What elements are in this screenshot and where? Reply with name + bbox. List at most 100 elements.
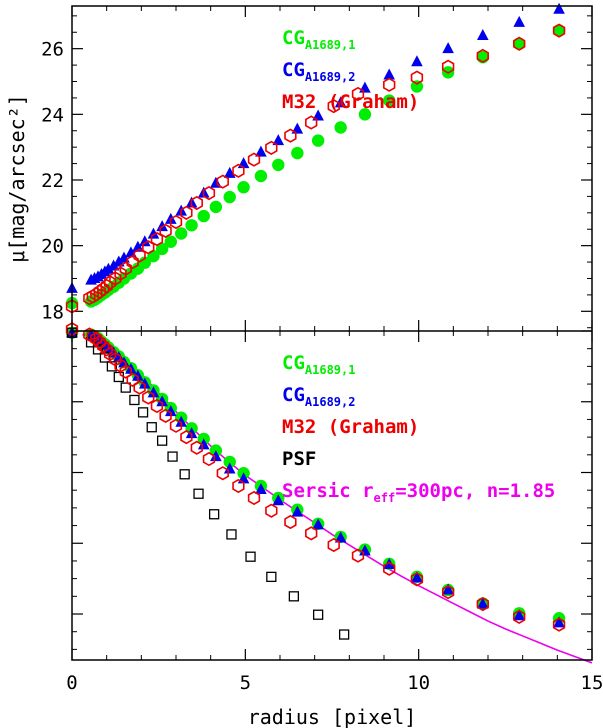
x-tick-label: 15 (581, 672, 603, 694)
legend-label: Sersic r (282, 480, 374, 502)
data-point (147, 386, 160, 398)
data-point (476, 596, 489, 612)
data-point (477, 597, 489, 609)
data-point (86, 289, 99, 304)
data-point (103, 275, 117, 290)
data-point (109, 271, 122, 286)
data-point (255, 145, 267, 157)
data-point (305, 526, 318, 541)
data-point (175, 227, 188, 240)
data-point (255, 482, 267, 494)
data-point (159, 223, 172, 238)
data-point (513, 36, 526, 51)
data-point (169, 418, 183, 433)
data-point (441, 584, 455, 600)
data-point (312, 109, 324, 121)
legend-entry: CGA1689,1 (282, 27, 355, 52)
data-point (383, 94, 396, 107)
y-tick-label: 20 (41, 236, 64, 258)
panel-bottom-series (65, 322, 593, 664)
legend-entry: PSF (282, 448, 316, 470)
data-point (156, 395, 168, 407)
data-point (97, 338, 110, 353)
legend-label: CG (282, 384, 305, 406)
legend-entry: CGA1689,1 (282, 352, 355, 377)
data-point (223, 190, 236, 204)
data-point (156, 435, 168, 446)
data-point (139, 377, 151, 389)
data-point (190, 440, 203, 455)
data-point (106, 361, 118, 372)
data-point (311, 134, 325, 147)
data-point (232, 163, 245, 178)
x-tick-label: 5 (240, 672, 251, 694)
data-point (147, 227, 160, 239)
panel-top-ticks: 18 20 22 24 26 (41, 6, 593, 331)
data-point (284, 128, 297, 143)
legend-label: CG (282, 352, 305, 374)
data-point (167, 451, 178, 462)
data-point (237, 157, 250, 169)
data-point (137, 407, 149, 418)
data-point (185, 219, 198, 232)
data-point (441, 59, 455, 74)
data-point (383, 557, 395, 569)
data-point (146, 422, 157, 433)
legend-label: M32 (Graham) (282, 91, 419, 113)
data-point (327, 99, 340, 114)
data-point (185, 427, 198, 439)
data-point (90, 287, 103, 302)
data-point (107, 259, 120, 271)
data-point (132, 240, 144, 252)
data-point (272, 158, 285, 172)
data-point (338, 629, 350, 640)
legend-label: M32 (Graham) (282, 416, 419, 438)
data-point (159, 408, 172, 424)
legend-subscript: A1689,2 (305, 70, 356, 84)
data-point (208, 509, 220, 520)
data-point (513, 37, 526, 50)
data-point (180, 205, 193, 220)
data-point (223, 166, 236, 178)
data-point (312, 609, 324, 620)
data-point (90, 331, 103, 346)
legend-entry: M32 (Graham) (282, 416, 419, 438)
panel-top-series (65, 2, 566, 314)
data-point (284, 514, 297, 530)
data-point (442, 42, 454, 54)
data-point (202, 185, 216, 201)
data-point (129, 394, 140, 406)
data-point (272, 134, 285, 146)
data-point (232, 478, 245, 494)
data-point (245, 551, 256, 562)
data-point (119, 364, 132, 379)
data-point (552, 24, 566, 37)
series-open-hexagon (65, 23, 566, 314)
data-point (334, 531, 347, 543)
data-point (247, 152, 261, 167)
data-point (383, 561, 396, 576)
y-axis-label: μ[mag/arcsec²] (5, 94, 29, 263)
data-point (266, 571, 277, 583)
x-tick-label: 10 (407, 672, 430, 694)
data-point (265, 140, 278, 155)
data-point (202, 451, 216, 467)
data-point (93, 284, 106, 299)
data-point (180, 430, 193, 445)
data-point (126, 254, 139, 270)
legend-entry: CGA1689,2 (282, 59, 355, 84)
data-point (119, 261, 132, 276)
legend-subscript: A1689,1 (305, 38, 356, 52)
legend-label: CG (282, 27, 305, 49)
data-point (247, 490, 261, 506)
data-point (113, 371, 124, 383)
data-point (411, 571, 423, 583)
series-open-square (66, 327, 350, 640)
data-point (114, 266, 127, 281)
data-point (155, 242, 169, 256)
data-point (410, 80, 424, 93)
data-point (165, 405, 177, 417)
data-point (553, 2, 565, 14)
data-point (305, 115, 318, 130)
